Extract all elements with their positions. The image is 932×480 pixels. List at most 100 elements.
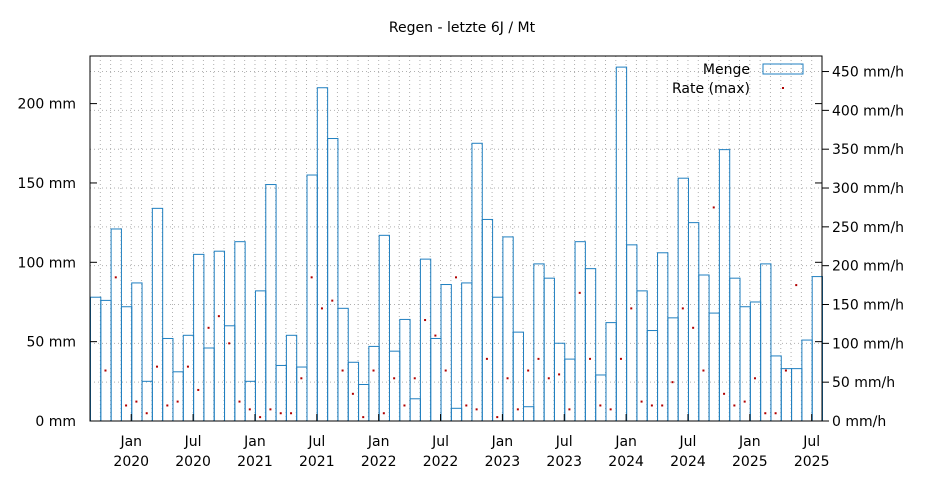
bar-menge — [461, 282, 473, 422]
x-tick-label-year: 2020 — [113, 454, 149, 470]
point-rate — [764, 412, 767, 415]
x-tick-label-year: 2024 — [608, 454, 644, 470]
legend-label-menge: Menge — [703, 62, 750, 78]
point-rate — [774, 412, 777, 415]
point-rate — [743, 400, 746, 403]
y-left-tick-label: 50 mm — [26, 335, 76, 351]
point-rate — [228, 342, 231, 345]
point-rate — [413, 377, 416, 380]
y-right-tick-label: 400 mm/h — [832, 103, 904, 119]
point-rate — [351, 392, 354, 395]
bars-menge — [90, 66, 823, 422]
y-right-tick-label: 150 mm/h — [832, 298, 904, 314]
bar-menge — [749, 301, 762, 422]
bar-menge — [564, 358, 576, 422]
point-rate — [125, 404, 128, 407]
bar-menge — [285, 334, 298, 422]
point-rate — [496, 416, 499, 419]
x-tick-label-month: Jan — [738, 434, 761, 450]
bar-menge — [543, 277, 555, 422]
bar-menge — [615, 66, 628, 422]
point-rate — [156, 365, 159, 368]
point-rate — [310, 276, 313, 279]
legend-swatch-menge — [762, 63, 804, 75]
chart-title: Regen - letzte 6J / Mt — [389, 20, 536, 36]
y-left-tick-label: 0 mm — [35, 414, 76, 430]
bar-menge — [358, 384, 370, 422]
x-tick-label-month: Jul — [431, 434, 449, 450]
bar-menge — [698, 274, 710, 422]
point-rate — [114, 276, 117, 279]
point-rate — [104, 369, 107, 372]
x-tick-label-month: Jan — [243, 434, 266, 450]
bar-menge — [327, 138, 339, 422]
x-tick-label-month: Jan — [119, 434, 142, 450]
bar-menge — [626, 244, 638, 422]
bar-menge — [553, 342, 566, 422]
bar-menge — [265, 184, 277, 422]
point-rate — [320, 307, 323, 310]
point-rate — [248, 408, 251, 411]
point-rate — [485, 357, 488, 360]
point-rate — [599, 404, 602, 407]
x-tick-label-month: Jan — [491, 434, 514, 450]
bar-menge — [244, 380, 256, 422]
x-tick-label-year: 2021 — [299, 454, 335, 470]
point-rate — [331, 299, 334, 302]
bar-menge — [605, 322, 617, 422]
bar-menge — [523, 406, 535, 422]
point-rate — [630, 307, 633, 310]
x-tick-label-year: 2025 — [794, 454, 830, 470]
bar-menge — [193, 253, 205, 422]
point-rate — [589, 357, 592, 360]
y-left-axis: 0 mm 50 mm 100 mm 150 mm 200 mm — [18, 97, 822, 430]
point-rate — [290, 412, 293, 415]
plot-border — [89, 55, 823, 422]
bar-menge — [131, 282, 143, 422]
x-axis: Jan 2020 Jul 2020 Jan 2021 Jul 2021 Jan 2022 Jul 20… — [113, 414, 830, 470]
bar-menge — [729, 277, 741, 422]
point-rate — [712, 206, 715, 209]
bar-menge — [430, 337, 442, 422]
x-tick-label-month: Jul — [555, 434, 573, 450]
x-tick-label-year: 2021 — [237, 454, 273, 470]
point-rate — [217, 315, 220, 318]
point-rate — [723, 392, 726, 395]
bar-menge — [224, 325, 236, 422]
bar-menge — [657, 252, 669, 422]
bar-menge — [801, 339, 813, 422]
bar-menge — [151, 207, 164, 422]
bar-menge — [481, 218, 494, 422]
y-left-tick-label: 150 mm — [18, 176, 76, 192]
point-rate — [671, 381, 674, 384]
bar-menge — [502, 236, 514, 422]
bar-menge — [595, 374, 607, 422]
point-rate — [537, 357, 540, 360]
point-rate — [465, 404, 468, 407]
bar-menge — [584, 268, 597, 422]
point-rate — [558, 373, 561, 376]
bar-menge — [419, 258, 432, 422]
x-tick-label-month: Jul — [679, 434, 697, 450]
point-rate — [269, 408, 272, 411]
point-rate — [506, 377, 509, 380]
y-left-tick-label: 100 mm — [18, 255, 76, 271]
bar-menge — [100, 299, 112, 422]
point-rate — [784, 369, 787, 372]
point-rate — [145, 412, 148, 415]
bar-menge — [162, 337, 174, 422]
point-rate — [733, 404, 736, 407]
bar-menge — [306, 174, 318, 422]
x-tick-label-year: 2022 — [361, 454, 397, 470]
point-rate — [403, 404, 406, 407]
bar-menge — [234, 241, 246, 422]
point-rate — [753, 377, 756, 380]
bar-menge — [378, 234, 390, 422]
point-rate — [527, 369, 530, 372]
bar-menge — [213, 250, 226, 422]
bar-menge — [182, 334, 195, 422]
bar-menge — [316, 87, 329, 422]
point-rate — [341, 369, 344, 372]
bar-menge — [347, 361, 360, 422]
point-rate — [393, 377, 396, 380]
